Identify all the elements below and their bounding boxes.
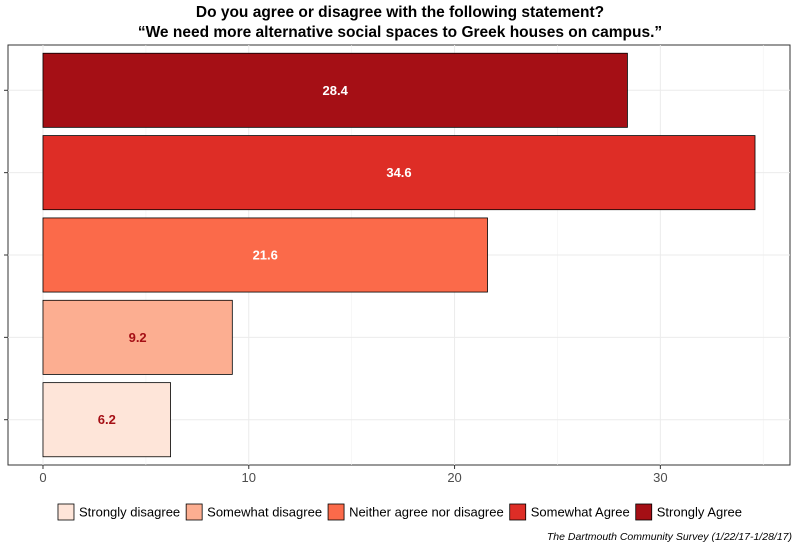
source-caption: The Dartmouth Community Survey (1/22/17-…: [547, 531, 792, 543]
bar-value-label: 34.6: [386, 165, 411, 180]
x-tick-label: 20: [447, 470, 461, 485]
x-tick-label: 10: [242, 470, 256, 485]
x-tick-label: 0: [39, 470, 46, 485]
bar-neither-agree-nor-disagree: [42, 217, 488, 293]
bar-somewhat-agree: [42, 135, 756, 211]
chart-title-line-1: Do you agree or disagree with the follow…: [196, 4, 604, 21]
bar-labels: 6.2 9.2 21.6 34.6 28.4: [98, 83, 412, 427]
bar-value-label: 21.6: [253, 248, 278, 263]
bar-somewhat-disagree: [42, 299, 233, 375]
legend-label: Neither agree nor disagree: [349, 505, 504, 520]
bars: [42, 52, 756, 458]
legend-swatch: [327, 503, 345, 521]
legend-label: Strongly Agree: [657, 505, 742, 520]
x-tick-label: 30: [653, 470, 667, 485]
chart-title-line-2: “We need more alternative social spaces …: [138, 24, 662, 41]
legend-label: Somewhat Agree: [531, 505, 630, 520]
legend-label: Strongly disagree: [79, 505, 180, 520]
bar-strongly-disagree: [42, 382, 171, 458]
bar-strongly-agree: [42, 52, 628, 128]
legend-swatch: [635, 503, 653, 521]
legend-swatch: [509, 503, 527, 521]
legend-swatch: [185, 503, 203, 521]
bar-value-label: 28.4: [323, 83, 349, 98]
legend: Strongly disagree Somewhat disagree Neithe…: [57, 503, 742, 521]
legend-label: Somewhat disagree: [207, 505, 322, 520]
bar-value-label: 9.2: [129, 330, 147, 345]
bar-value-label: 6.2: [98, 412, 116, 427]
x-axis: 0 10 20 30: [39, 465, 668, 485]
legend-swatch: [57, 503, 75, 521]
y-axis-ticks: [4, 89, 8, 421]
